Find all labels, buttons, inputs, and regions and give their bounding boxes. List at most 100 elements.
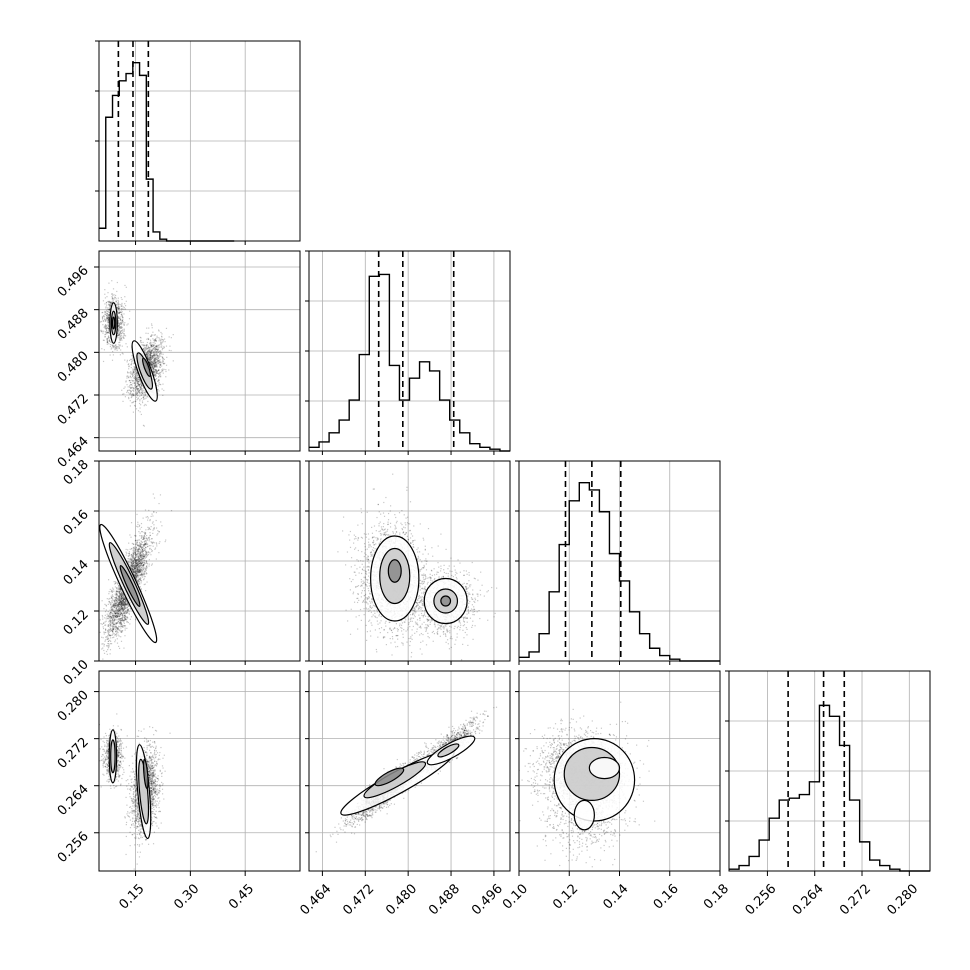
sample-point	[120, 598, 123, 600]
sample-point	[149, 352, 151, 354]
sample-point	[136, 545, 138, 547]
sample-point	[138, 559, 140, 562]
sample-point	[139, 568, 142, 571]
sample-point	[107, 625, 109, 627]
sample-point	[130, 522, 133, 524]
sample-point	[137, 564, 139, 566]
sample-point	[145, 560, 147, 562]
sample-point	[143, 571, 146, 573]
sample-point	[128, 605, 130, 608]
sample-point	[119, 614, 121, 616]
sample-point	[143, 566, 145, 568]
sample-point	[115, 344, 117, 346]
sample-point	[147, 350, 150, 352]
sample-point	[112, 288, 115, 290]
sample-point	[134, 567, 136, 569]
sample-point	[139, 544, 141, 546]
sample-point	[140, 382, 142, 384]
sample-point	[115, 609, 118, 611]
sample-point	[150, 364, 153, 366]
sample-point	[111, 591, 113, 593]
sample-point	[154, 357, 156, 360]
sample-point	[114, 347, 116, 349]
sample-point	[114, 603, 116, 605]
sample-point	[132, 377, 134, 379]
sample-point	[105, 327, 108, 330]
sample-point	[123, 324, 125, 326]
sample-point	[143, 573, 145, 575]
sample-point	[111, 628, 114, 630]
sample-point	[138, 531, 140, 533]
sample-point	[126, 610, 128, 612]
sample-point	[107, 624, 110, 626]
sample-point	[107, 617, 109, 620]
sample-point	[136, 561, 138, 564]
sample-point	[142, 348, 144, 351]
sample-point	[140, 561, 142, 563]
sample-point	[143, 561, 145, 564]
sample-point	[136, 550, 139, 552]
sample-point	[140, 559, 143, 561]
sample-point	[135, 368, 137, 371]
sample-point	[149, 360, 151, 362]
sample-point	[135, 377, 138, 380]
sample-point	[131, 568, 134, 571]
sample-point	[140, 404, 142, 406]
sample-point	[119, 609, 121, 612]
sample-point	[135, 565, 137, 568]
sample-point	[132, 389, 134, 391]
sample-point	[136, 525, 138, 527]
sample-point	[145, 551, 147, 553]
sample-point	[145, 354, 147, 357]
sample-point	[120, 334, 122, 336]
sample-point	[105, 314, 108, 316]
sample-point	[120, 338, 123, 340]
sample-point	[107, 292, 109, 294]
sample-point	[137, 563, 139, 565]
sample-point	[162, 360, 164, 362]
sample-point	[161, 365, 163, 367]
sample-point	[150, 350, 152, 352]
sample-point	[149, 351, 152, 353]
sample-point	[172, 360, 174, 362]
sample-point	[138, 556, 141, 558]
sample-point	[159, 361, 161, 363]
sample-point	[130, 373, 132, 375]
sample-point	[144, 344, 146, 346]
sample-point	[141, 551, 143, 553]
sample-point	[135, 535, 137, 537]
sample-point	[156, 358, 158, 361]
sample-point	[151, 366, 153, 368]
sample-point	[117, 328, 119, 330]
sample-point	[137, 377, 139, 379]
sample-point	[120, 623, 122, 625]
sample-point	[137, 551, 139, 553]
sample-point	[109, 639, 111, 642]
sample-point	[143, 583, 145, 586]
sample-point	[110, 634, 112, 636]
sample-point	[138, 560, 140, 562]
sample-point	[156, 345, 158, 347]
sample-point	[102, 626, 104, 628]
sample-point	[136, 564, 138, 567]
sample-point	[114, 593, 116, 595]
sample-point	[123, 603, 125, 605]
sample-point	[123, 598, 125, 600]
sample-point	[124, 305, 127, 307]
sample-point	[115, 619, 117, 621]
sample-point	[121, 619, 123, 622]
sample-point	[133, 566, 135, 568]
sample-point	[114, 615, 116, 618]
sample-point	[153, 359, 155, 361]
sample-point	[153, 542, 155, 544]
sample-point	[155, 370, 157, 372]
sample-point	[102, 637, 104, 639]
sample-point	[124, 604, 126, 606]
sample-point	[128, 555, 130, 557]
sample-point	[115, 608, 117, 610]
sample-point	[148, 361, 150, 364]
sample-point	[132, 562, 134, 564]
sample-point	[112, 587, 114, 589]
sample-point	[147, 519, 149, 521]
sample-point	[124, 396, 127, 398]
